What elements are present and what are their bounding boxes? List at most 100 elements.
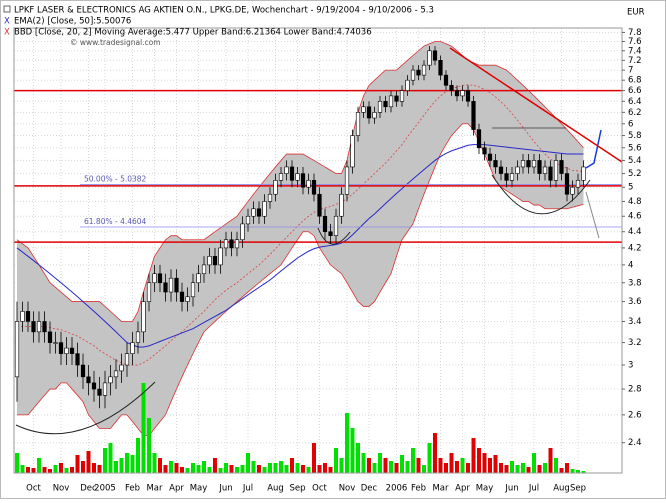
- y-tick-label: 5.6: [628, 143, 642, 153]
- volume-bar: [383, 458, 388, 473]
- x-tick-label: Dec: [361, 484, 378, 494]
- volume-bar: [328, 467, 333, 473]
- watermark: © www.tradesignal.com: [70, 38, 161, 47]
- y-tick-label: 5.2: [628, 169, 642, 179]
- candle-body: [31, 321, 36, 333]
- candle-body: [449, 85, 454, 91]
- candle-body: [377, 100, 383, 113]
- candle-body: [443, 74, 449, 86]
- volume-bar: [389, 461, 393, 473]
- band-lower: [17, 123, 584, 436]
- candle-body: [284, 166, 289, 174]
- y-tick-label: 4.6: [628, 212, 642, 222]
- icon: X: [4, 17, 10, 27]
- candle-body: [108, 376, 113, 384]
- arc-annotation: [317, 227, 351, 245]
- volume-bar: [92, 463, 96, 473]
- band-upper: [16, 41, 584, 322]
- x-tick-label: Feb: [411, 484, 426, 494]
- volume-bar: [64, 468, 69, 473]
- volume-bar: [416, 458, 421, 473]
- volume-bar: [515, 465, 520, 473]
- candle-body: [416, 69, 421, 76]
- y-tick-label: 7.8: [628, 28, 642, 38]
- candle-body: [410, 69, 416, 81]
- candle-body: [405, 79, 410, 91]
- volume-bar: [185, 468, 190, 473]
- candle-body: [553, 160, 559, 181]
- candle-body: [493, 160, 498, 168]
- y-tick-label: 7: [628, 66, 633, 76]
- candle-body: [25, 311, 31, 322]
- volume-bar: [548, 448, 553, 473]
- candle-body: [185, 296, 190, 302]
- volume-bar: [570, 469, 575, 473]
- candle-body: [113, 370, 119, 378]
- volume-bar: [86, 451, 91, 473]
- plot-border: [13, 27, 623, 474]
- candle-body: [317, 193, 322, 217]
- volume-bar: [466, 463, 470, 473]
- volume-bar: [372, 463, 377, 473]
- x-tick-label: Sep: [570, 484, 586, 494]
- volume-bar: [493, 455, 498, 473]
- candle-body: [427, 50, 432, 66]
- volume-bar: [444, 463, 448, 473]
- indicator-label: BBD [Close, 20, 2] Moving Average:5.477 …: [14, 28, 372, 38]
- volume-bar: [235, 467, 239, 473]
- candle-body: [53, 342, 58, 344]
- candle-body: [278, 173, 284, 181]
- candle-body: [388, 95, 394, 108]
- volume-bar: [345, 413, 349, 473]
- volume-bar: [488, 458, 492, 473]
- candle-body: [454, 90, 460, 97]
- volume-bar: [581, 471, 586, 473]
- volume-bar: [141, 383, 146, 473]
- volume-bar: [48, 469, 52, 473]
- y-tick-label: 4.2: [628, 243, 642, 253]
- candle-body: [372, 112, 377, 119]
- x-tick-label: Aug: [267, 484, 284, 494]
- x-tick-label: Dec: [80, 484, 97, 494]
- volume-bar: [53, 465, 58, 473]
- candle-body: [564, 173, 570, 195]
- y-tick-label: 3.6: [628, 297, 642, 307]
- candle-body: [234, 239, 240, 249]
- x-tick-label: Jun: [504, 484, 518, 494]
- candle-body: [421, 64, 427, 76]
- volume-bar: [257, 465, 261, 473]
- ema-line: [16, 144, 584, 348]
- candle-body: [212, 256, 218, 266]
- candle-body: [476, 129, 482, 149]
- candle-body: [124, 353, 130, 366]
- candle-body: [328, 231, 333, 237]
- annotations: [15, 47, 623, 435]
- candle-body: [190, 282, 196, 298]
- volume-bar: [196, 465, 201, 473]
- candle-body: [146, 282, 152, 302]
- plot: 50.00% - 5.0382 61.80% - 4.4604: [14, 41, 622, 473]
- y-tick-label: 3.4: [628, 317, 642, 327]
- band-fill: [17, 41, 584, 436]
- x-tick-label: Apr: [455, 484, 470, 494]
- y-tick-label: 7.4: [628, 46, 642, 56]
- candle-body: [344, 166, 350, 195]
- volume-bar: [213, 458, 217, 473]
- candle-body: [504, 173, 509, 181]
- candle-body: [75, 353, 80, 366]
- volume-bar: [460, 458, 465, 473]
- volume-bar: [312, 443, 316, 473]
- volume-bar: [532, 453, 536, 473]
- x-tick-label: 2005: [94, 484, 116, 494]
- volume-bar: [471, 438, 476, 473]
- x-tick-label: Jul: [242, 484, 253, 494]
- volume-bar: [26, 467, 30, 473]
- candle-body: [86, 376, 91, 384]
- chart-title: LPKF LASER & ELECTRONICS AG AKTIEN O.N.,…: [14, 6, 434, 16]
- candle-body: [482, 147, 487, 155]
- candle-body: [289, 166, 295, 181]
- candle-body: [14, 321, 20, 378]
- volume-bar: [427, 443, 432, 473]
- candle-body: [42, 321, 47, 333]
